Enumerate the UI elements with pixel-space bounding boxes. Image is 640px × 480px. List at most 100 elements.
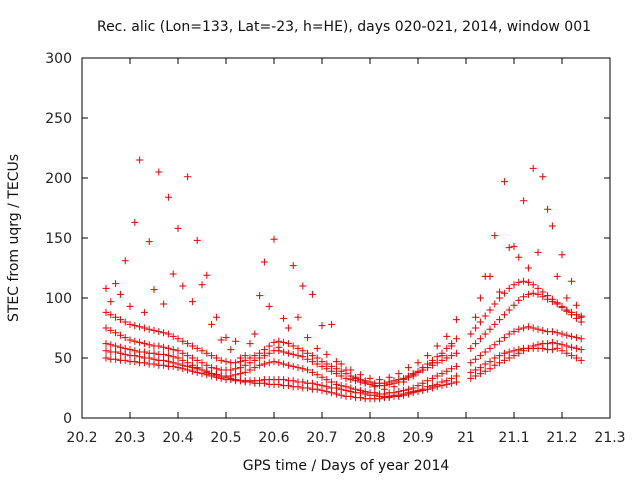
data-point: [520, 277, 528, 285]
data-point: [198, 366, 206, 374]
data-point: [179, 356, 187, 364]
data-point: [260, 352, 268, 360]
data-point: [289, 350, 297, 358]
data-point: [318, 386, 326, 394]
data-point: [539, 173, 547, 181]
data-point: [476, 352, 484, 360]
data-point: [472, 324, 480, 332]
data-point: [510, 281, 518, 289]
data-point: [131, 347, 139, 355]
data-point: [548, 338, 556, 346]
data-point: [160, 343, 168, 351]
data-point: [424, 352, 432, 360]
data-point: [563, 342, 571, 350]
data-point: [280, 338, 288, 346]
y-axis-label: STEC from uqrg / TECUs: [6, 154, 22, 322]
data-point: [294, 313, 302, 321]
y-tick-label: 50: [54, 351, 72, 367]
data-point: [284, 382, 292, 390]
data-point: [376, 376, 384, 384]
data-point: [577, 346, 585, 354]
data-point: [409, 372, 417, 380]
data-point: [116, 316, 124, 324]
data-point: [260, 346, 268, 354]
data-point: [208, 320, 216, 328]
plot-frame: [81, 57, 611, 419]
data-points: [102, 156, 585, 403]
data-point: [193, 356, 201, 364]
data-point: [102, 324, 110, 332]
data-point: [548, 295, 556, 303]
data-point: [476, 335, 484, 343]
data-point: [371, 389, 379, 397]
data-point: [400, 378, 408, 386]
data-point: [361, 378, 369, 386]
data-point: [572, 334, 580, 342]
data-point: [548, 346, 556, 354]
data-point: [308, 358, 316, 366]
data-point: [572, 301, 580, 309]
data-point: [102, 284, 110, 292]
data-point: [443, 380, 451, 388]
data-point: [544, 205, 552, 213]
data-point: [443, 332, 451, 340]
data-point: [308, 368, 316, 376]
data-point: [529, 281, 537, 289]
data-point: [136, 323, 144, 331]
data-point: [491, 341, 499, 349]
data-point: [505, 284, 513, 292]
data-point: [467, 344, 475, 352]
data-point: [294, 352, 302, 360]
data-point: [140, 324, 148, 332]
data-point: [491, 232, 499, 240]
data-point: [265, 302, 273, 310]
data-point: [544, 292, 552, 300]
x-tick-label: 20.8: [354, 430, 385, 446]
data-point: [198, 347, 206, 355]
data-point: [476, 294, 484, 302]
data-point: [241, 368, 249, 376]
data-point: [284, 349, 292, 357]
data-point: [193, 236, 201, 244]
data-point: [112, 342, 120, 350]
data-point: [558, 341, 566, 349]
chart-title: Rec. alic (Lon=133, Lat=-23, h=HE), days…: [97, 19, 591, 35]
data-point: [121, 257, 129, 265]
data-point: [236, 354, 244, 362]
data-point: [395, 388, 403, 396]
data-point: [289, 262, 297, 270]
data-point: [443, 344, 451, 352]
x-tick-label: 21.1: [498, 430, 529, 446]
data-point: [390, 389, 398, 397]
data-point: [121, 356, 129, 364]
data-point: [337, 391, 345, 399]
data-point: [203, 349, 211, 357]
data-point: [342, 366, 350, 374]
data-point: [534, 284, 542, 292]
data-point: [476, 370, 484, 378]
data-point: [126, 302, 134, 310]
data-point: [572, 311, 580, 319]
data-point: [390, 377, 398, 385]
data-point: [188, 298, 196, 306]
data-point: [491, 300, 499, 308]
data-point: [481, 348, 489, 356]
data-point: [184, 173, 192, 181]
data-point: [452, 372, 460, 380]
data-point: [476, 318, 484, 326]
data-point: [203, 361, 211, 369]
data-point: [524, 264, 532, 272]
data-point: [472, 340, 480, 348]
data-point: [467, 374, 475, 382]
data-point: [323, 376, 331, 384]
data-point: [520, 347, 528, 355]
data-point: [548, 328, 556, 336]
data-point: [102, 308, 110, 316]
data-point: [212, 313, 220, 321]
data-point: [496, 337, 504, 345]
data-point: [313, 354, 321, 362]
data-point: [251, 352, 259, 360]
data-point: [308, 352, 316, 360]
data-point: [332, 358, 340, 366]
data-point: [337, 367, 345, 375]
